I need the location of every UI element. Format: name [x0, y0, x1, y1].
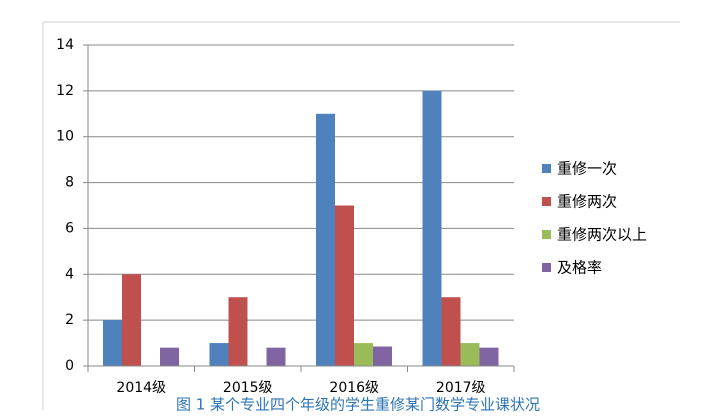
legend-label: 及格率: [557, 259, 602, 277]
legend-label: 重修两次以上: [557, 226, 647, 244]
y-tick-label: 4: [65, 266, 74, 282]
bar: [335, 205, 354, 366]
bar: [460, 343, 480, 366]
legend-swatch: [542, 263, 551, 272]
bar: [122, 274, 141, 366]
y-tick-label: 10: [56, 129, 74, 145]
bar: [441, 297, 461, 366]
bar: [354, 343, 373, 366]
x-tick-label: 2017级: [436, 380, 486, 396]
x-tick-label: 2016级: [329, 380, 379, 396]
caption: 图 1 某个专业四个年级的学生重修某门数学专业课状况: [176, 396, 540, 414]
legend-label: 重修两次: [557, 193, 617, 211]
bar: [316, 113, 335, 367]
bar: [373, 346, 392, 366]
x-tick-label: 2015级: [223, 380, 273, 396]
legend-swatch: [542, 197, 551, 206]
y-tick-label: 12: [56, 83, 74, 99]
bar: [266, 347, 286, 366]
bar: [160, 347, 179, 366]
legend-swatch: [542, 230, 551, 239]
x-tick-label: 2014级: [116, 380, 166, 396]
bar: [209, 343, 229, 366]
bar: [422, 90, 442, 366]
bar: [103, 320, 122, 366]
legend-swatch: [542, 164, 551, 173]
y-tick-label: 14: [56, 37, 74, 53]
bar: [479, 347, 499, 366]
legend-label: 重修一次: [557, 160, 617, 178]
y-tick-label: 8: [65, 175, 74, 191]
bar: [228, 297, 248, 366]
y-tick-label: 0: [65, 358, 74, 374]
y-tick-label: 6: [65, 220, 74, 236]
y-tick-label: 2: [65, 312, 74, 328]
